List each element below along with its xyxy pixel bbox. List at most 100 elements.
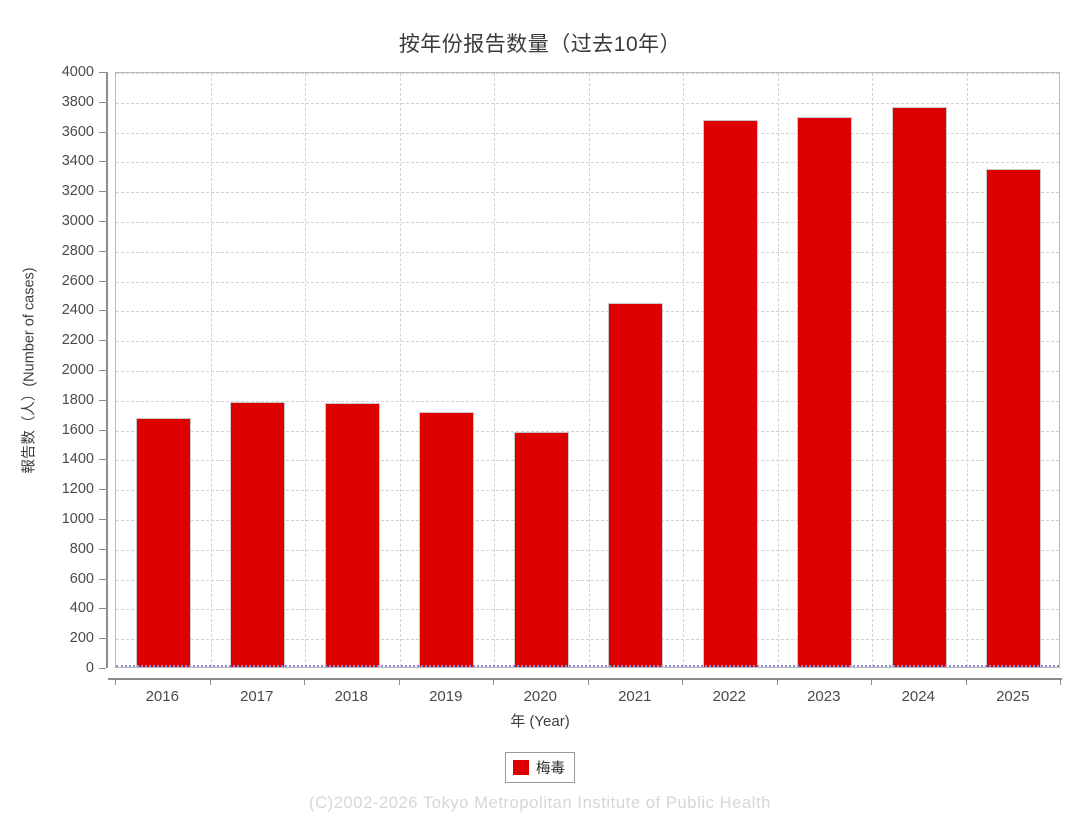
y-tick-mark <box>99 638 106 640</box>
gridline-horizontal <box>116 311 1059 313</box>
y-tick-label: 2600 <box>61 272 94 289</box>
y-tick-mark <box>99 340 106 342</box>
y-tick-label: 1800 <box>61 391 94 408</box>
x-tick-label-2024: 2024 <box>901 688 935 705</box>
bar-2022[interactable] <box>702 120 758 667</box>
gridline-vertical <box>305 73 306 667</box>
gridline-horizontal <box>116 73 1059 74</box>
bar-2019[interactable] <box>419 412 475 667</box>
gridline-horizontal <box>116 102 1059 104</box>
gridline-horizontal <box>116 609 1059 611</box>
bar-2023[interactable] <box>797 117 853 667</box>
y-tick-label: 600 <box>69 570 94 587</box>
gridline-horizontal <box>116 341 1059 343</box>
y-tick-mark <box>99 668 106 669</box>
y-tick-label: 2200 <box>61 332 94 349</box>
y-tick-label: 1200 <box>61 481 94 498</box>
gridline-horizontal <box>116 460 1059 462</box>
legend-box: 梅毒 <box>505 752 575 783</box>
legend-swatch-icon <box>513 760 529 775</box>
bar-2024[interactable] <box>891 106 947 667</box>
gridline-vertical <box>210 73 212 667</box>
y-tick-mark <box>99 191 106 193</box>
x-axis-title: 年 (Year) <box>510 713 570 730</box>
y-tick-label: 200 <box>69 630 94 647</box>
x-tick-label-2025: 2025 <box>996 688 1030 705</box>
y-tick-label: 3400 <box>61 153 94 170</box>
legend-label: 梅毒 <box>536 761 565 777</box>
y-tick-mark <box>99 489 106 491</box>
x-tick-label-2022: 2022 <box>712 688 746 705</box>
x-tick-mark <box>965 678 967 685</box>
y-tick-label: 4000 <box>61 64 94 80</box>
x-tick-label-2021: 2021 <box>618 688 652 705</box>
x-tick-mark <box>776 678 778 685</box>
bar-2025[interactable] <box>986 169 1042 667</box>
gridline-horizontal <box>116 371 1059 372</box>
y-tick-mark <box>99 519 106 520</box>
y-tick-mark <box>99 250 106 252</box>
gridline-horizontal <box>116 579 1059 581</box>
bars-layer <box>116 73 1059 667</box>
y-tick-label: 3600 <box>61 123 94 140</box>
x-tick-mark <box>1060 678 1061 685</box>
x-tick-mark <box>682 678 683 685</box>
y-tick-label: 2000 <box>61 362 94 378</box>
x-tick-mark <box>209 678 211 685</box>
y-tick-label: 3000 <box>61 213 94 229</box>
y-tick-mark <box>99 221 106 222</box>
bar-2016[interactable] <box>135 418 191 667</box>
gridline-horizontal <box>116 639 1059 641</box>
gridline-horizontal <box>116 162 1059 164</box>
x-axis-line <box>108 678 1062 680</box>
gridline-horizontal <box>116 251 1059 253</box>
bar-2020[interactable] <box>513 431 569 667</box>
y-tick-mark <box>99 310 106 312</box>
y-tick-label: 1400 <box>61 451 94 468</box>
y-tick-label: 1000 <box>61 511 94 527</box>
bar-2021[interactable] <box>608 303 664 667</box>
gridline-vertical <box>588 73 590 667</box>
x-tick-mark <box>587 678 589 685</box>
y-tick-mark <box>99 370 106 371</box>
y-tick-mark <box>99 280 106 282</box>
gridline-horizontal <box>116 222 1059 223</box>
gridline-vertical <box>399 73 401 667</box>
chart-legend: 梅毒 <box>0 752 1080 783</box>
gridline-horizontal <box>116 132 1059 134</box>
x-tick-label-2023: 2023 <box>807 688 841 705</box>
y-tick-label: 1600 <box>61 421 94 438</box>
x-tick-label-2018: 2018 <box>334 688 368 705</box>
gridline-horizontal <box>116 281 1059 283</box>
y-tick-mark <box>99 161 106 163</box>
chart-title: 按年份报告数量（过去10年） <box>398 33 682 56</box>
gridline-vertical <box>683 73 684 667</box>
y-tick-mark <box>99 459 106 461</box>
y-tick-label: 800 <box>69 540 94 557</box>
x-tick-mark <box>871 678 872 685</box>
gridline-vertical <box>872 73 873 667</box>
gridline-horizontal <box>116 400 1059 402</box>
x-tick-label-2020: 2020 <box>523 688 557 705</box>
x-tick-mark <box>304 678 305 685</box>
y-tick-label: 3800 <box>61 93 94 110</box>
y-tick-label: 400 <box>69 600 94 617</box>
gridline-vertical <box>494 73 495 667</box>
gridline-vertical <box>966 73 968 667</box>
gridline-horizontal <box>116 430 1059 432</box>
y-tick-mark <box>99 131 106 133</box>
y-axis-line <box>106 72 108 668</box>
bar-2017[interactable] <box>230 401 286 667</box>
bar-2018[interactable] <box>324 403 380 667</box>
y-tick-mark <box>99 608 106 610</box>
plot-area <box>115 72 1060 668</box>
gridline-vertical <box>777 73 779 667</box>
y-tick-mark <box>99 72 106 73</box>
gridline-horizontal <box>116 520 1059 521</box>
x-tick-mark <box>115 678 116 685</box>
zero-baseline <box>116 665 1059 667</box>
y-tick-label: 0 <box>85 660 94 676</box>
y-tick-mark <box>99 429 106 431</box>
y-tick-label: 2400 <box>61 302 94 319</box>
